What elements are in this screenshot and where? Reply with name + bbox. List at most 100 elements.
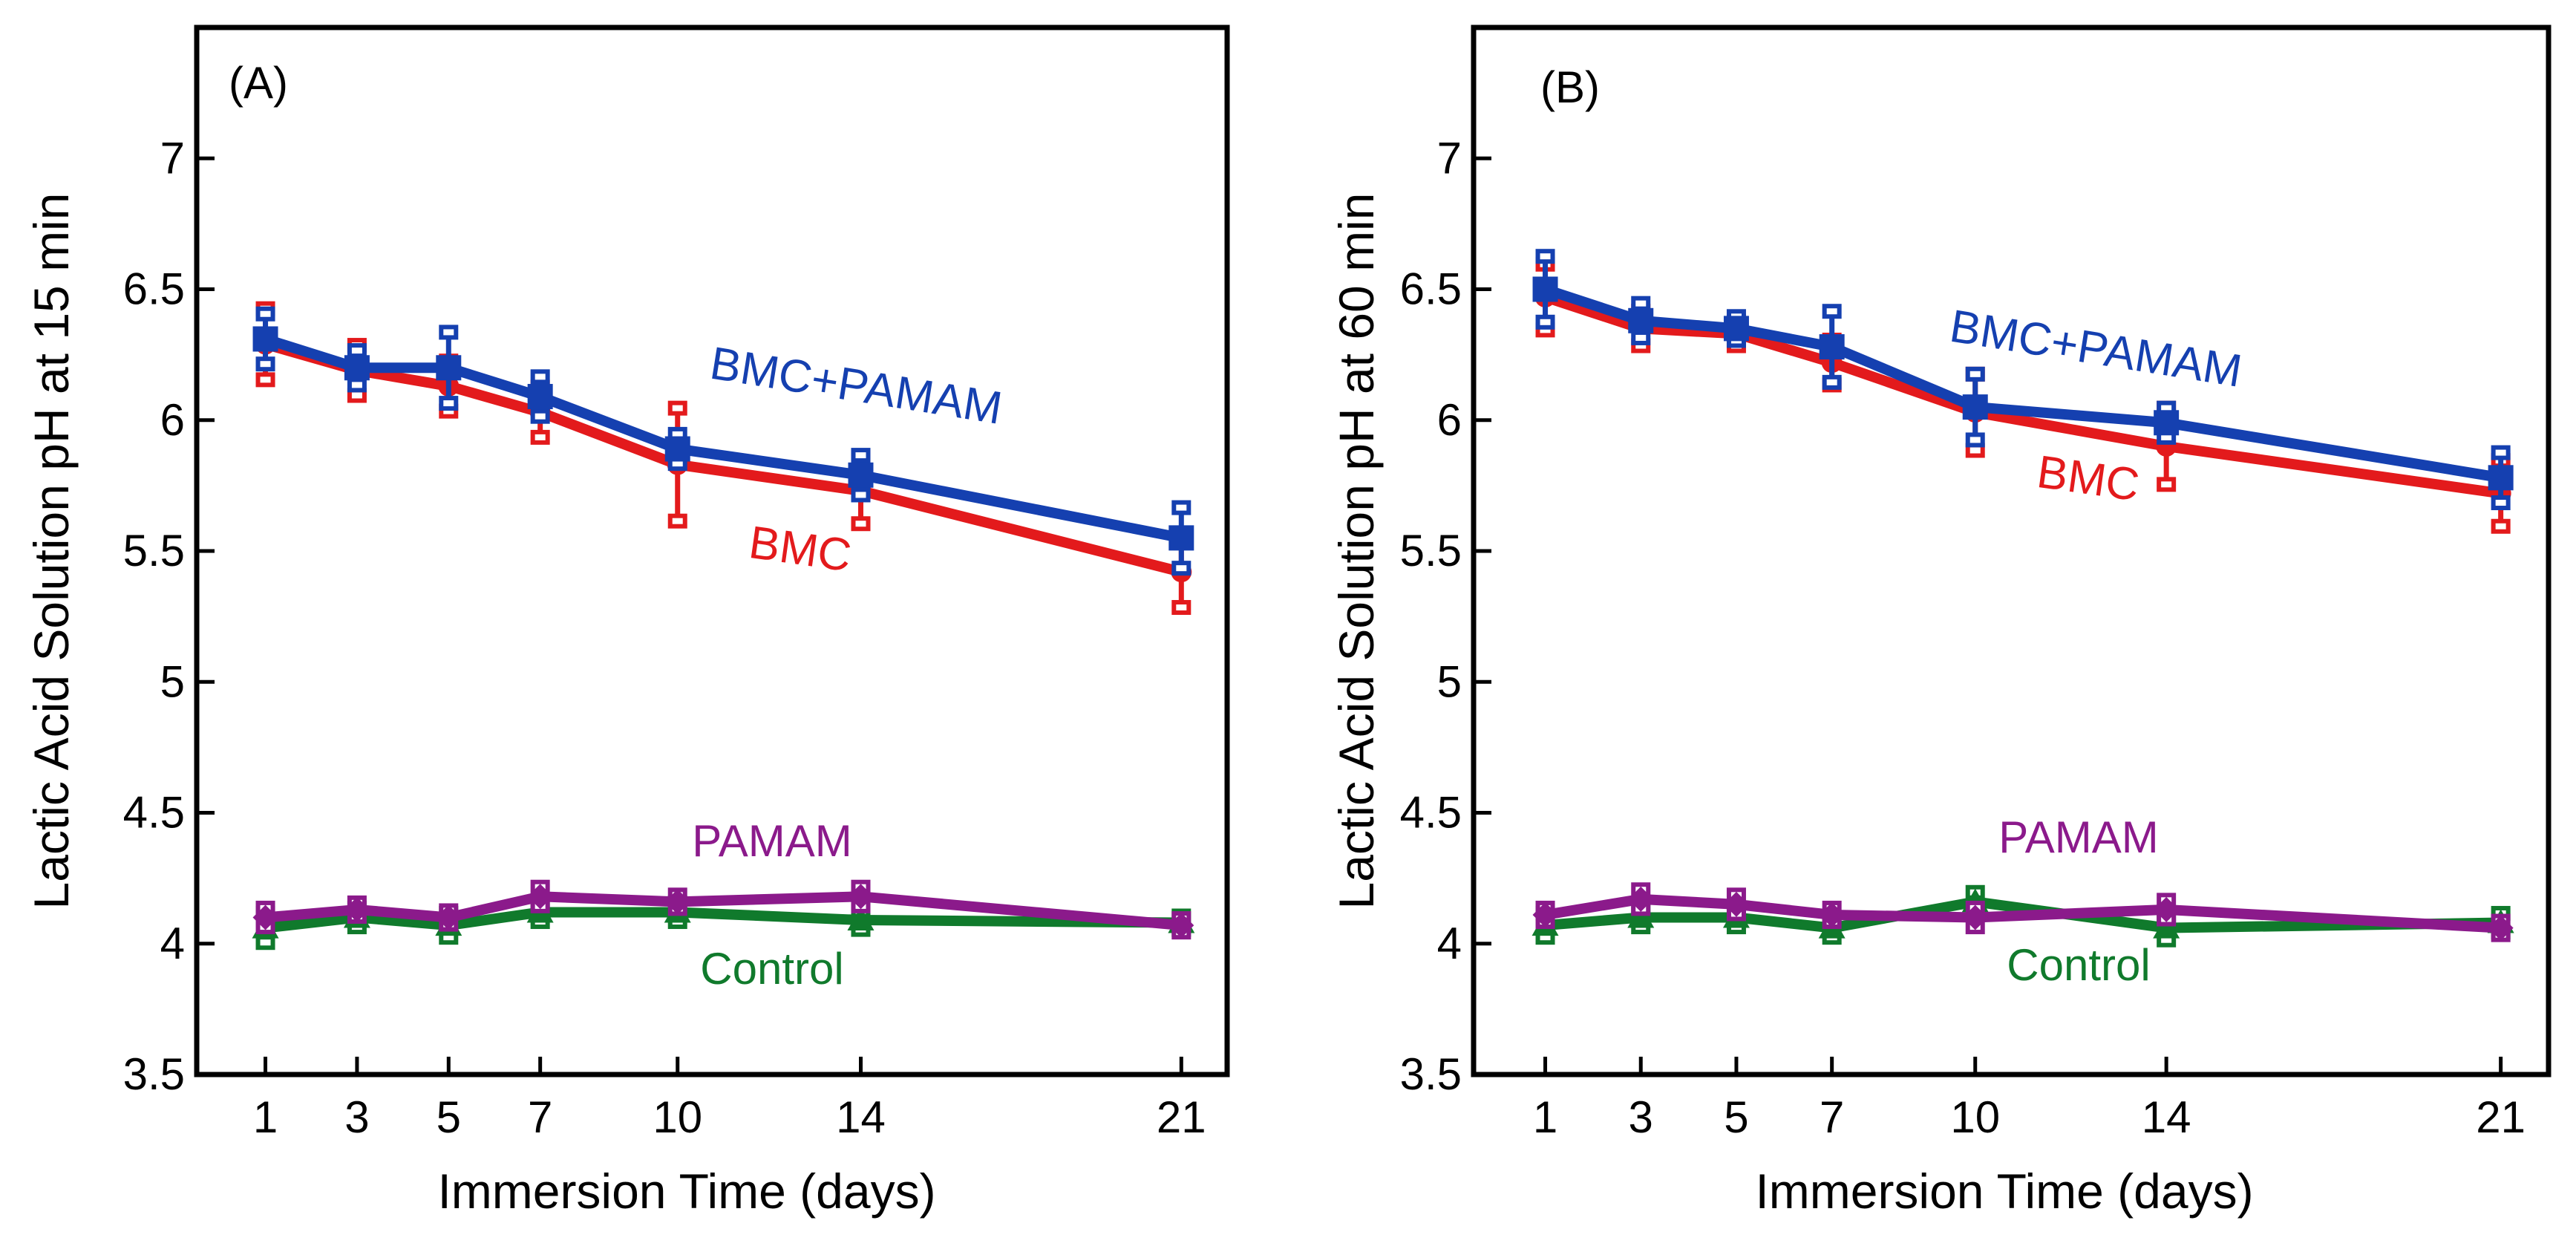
panel-b-bmc-pamam-point-4 [1962, 394, 1988, 420]
panel-a-ytick-label-4: 5.5 [123, 526, 185, 576]
panel-a-ytick-label-1: 4 [160, 919, 185, 968]
panel-b-pamam-point-6 [2488, 915, 2514, 941]
panel-a-bmc-pamam-errcap-top-3 [530, 369, 550, 385]
panel-a-xtick-label-1: 3 [344, 1092, 369, 1142]
panel-a-pamam-point-5 [848, 884, 874, 910]
panel-a-pamam-point-0 [252, 904, 278, 930]
panel-b-bmc-pamam-errcap-bottom-6 [2491, 495, 2511, 511]
panel-a-bmc-pamam-errcap-bottom-0 [255, 356, 275, 372]
panel-b-pamam-point-1 [1628, 886, 1654, 912]
panel-a-bmc-pamam-errcap-top-5 [851, 448, 871, 463]
panel-a-pamam-point-2 [436, 904, 462, 930]
panel-a-control-point-5 [847, 907, 875, 931]
panel-a-pamam-point-1 [344, 896, 370, 922]
panel-a-bmc-pamam-point-1 [344, 355, 370, 381]
panel-a-control-errcap-bottom-0 [255, 935, 275, 951]
panel-a-xtick-label-5: 14 [836, 1092, 886, 1142]
panel-b-bmc-pamam-point-2 [1723, 316, 1749, 342]
panel-a-series-group [252, 301, 1195, 951]
panel-a-pamam-point-6 [1168, 913, 1194, 939]
panel-b-bmc-pamam-errcap-bottom-0 [1535, 314, 1555, 330]
panel-b-ytick-label-4: 5.5 [1400, 526, 1462, 576]
panel-b: (B) Lactic Acid Solution pH at 60 min Im… [1329, 25, 2552, 1219]
panel-a-label: (A) [229, 58, 288, 108]
panel-a-bmc-pamam-point-3 [527, 384, 553, 410]
panel-a-bmc-pamam-point-4 [664, 436, 690, 462]
panel-b-ytick-label-1: 4 [1437, 919, 1462, 968]
panel-b-label: (B) [1540, 62, 1600, 112]
panel-b-pamam-point-0 [1532, 901, 1558, 927]
panel-a-bmc-pamam-errcap-top-1 [347, 343, 367, 359]
panel-b-xlabel: Immersion Time (days) [1755, 1164, 2253, 1219]
panel-a-bmc-pamam-errcap-bottom-1 [347, 377, 367, 393]
panel-b-ytick-label-2: 4.5 [1400, 788, 1462, 838]
panel-b-pamam-point-2 [1723, 891, 1749, 917]
panel-b-pamam-point-3 [1819, 901, 1845, 927]
panel-b-bmc-pamam-errcap-top-0 [1535, 249, 1555, 264]
panel-a-ytick-label-0: 3.5 [123, 1049, 185, 1099]
panel-a: (A) Lactic Acid Solution pH at 15 min Im… [24, 25, 1230, 1219]
panel-b-ytick-label-0: 3.5 [1400, 1049, 1462, 1099]
panel-a-label-control: Control [700, 944, 843, 994]
panel-a-ytick-label-7: 7 [160, 133, 185, 183]
panel-a-bmc-pamam-errcap-top-2 [439, 325, 459, 340]
panel-a-ytick-label-6: 6.5 [123, 264, 185, 314]
panel-a-bmc-errcap-bottom-5 [851, 516, 871, 532]
panel-b-bmc-pamam-errcap-top-3 [1822, 304, 1842, 319]
panel-b-bmc-pamam-point-5 [2154, 410, 2180, 436]
panel-a-bmc-pamam-point-6 [1168, 525, 1194, 551]
panel-b-label-pamam: PAMAM [1998, 812, 2159, 862]
panel-a-ytick-label-5: 6 [160, 395, 185, 445]
panel-b-bmc-pamam-errcap-top-1 [1631, 296, 1651, 311]
panel-b-ytick-label-5: 6 [1437, 395, 1462, 445]
panel-a-bmc-pamam-errcap-bottom-2 [439, 396, 459, 411]
panel-b-pamam-point-5 [2154, 896, 2180, 922]
panel-b-xtick-label-0: 1 [1533, 1092, 1557, 1142]
panel-a-bmc-errcap-bottom-3 [530, 429, 550, 445]
panel-a-label-pamam: PAMAM [692, 816, 852, 866]
panel-b-bmc-pamam-errcap-top-6 [2491, 445, 2511, 460]
panel-a-bmc-pamam-errcap-bottom-5 [851, 487, 871, 503]
panel-b-ytick-label-7: 7 [1437, 133, 1462, 183]
panel-b-label-control: Control [2007, 940, 2150, 990]
panel-b-series-bmc-pamam [1532, 249, 2514, 511]
panel-a-x-axis: 1 3 5 7 10 14 21 [253, 1057, 1206, 1142]
panel-b-control-point-5 [2153, 914, 2180, 939]
panel-a-xtick-label-0: 1 [253, 1092, 278, 1142]
panel-b-bmc-pamam-point-6 [2488, 465, 2514, 491]
panel-b-bmc-pamam-errcap-bottom-1 [1631, 330, 1651, 345]
panel-b-xtick-label-3: 7 [1820, 1092, 1844, 1142]
panel-a-xtick-label-6: 21 [1157, 1092, 1206, 1142]
panel-b-ylabel: Lactic Acid Solution pH at 60 min [1329, 193, 1384, 910]
panel-b-ytick-label-6: 6.5 [1400, 264, 1462, 314]
panel-a-xtick-label-2: 5 [437, 1092, 461, 1142]
panel-a-ytick-label-2: 4.5 [123, 788, 185, 838]
panel-a-xtick-label-4: 10 [653, 1092, 702, 1142]
panel-a-y-axis: 3.5 4 4.5 5 5.5 6 6.5 7 [123, 133, 215, 1099]
panel-b-bmc-pamam-errcap-top-4 [1965, 366, 1985, 382]
panel-a-bmc-pamam-point-5 [848, 462, 874, 488]
panel-a-bmc-pamam-errcap-bottom-6 [1171, 561, 1191, 576]
panel-a-xlabel: Immersion Time (days) [437, 1164, 935, 1219]
panel-a-bmc-pamam-errcap-bottom-3 [530, 408, 550, 424]
panel-a-series-bmc-pamam [252, 306, 1194, 576]
panel-a-bmc-errcap-bottom-0 [255, 372, 275, 388]
panel-a-bmc-pamam-point-2 [436, 355, 462, 381]
panel-b-bmc-pamam-point-0 [1532, 276, 1558, 302]
panel-b-pamam-point-4 [1962, 904, 1988, 930]
panel-b-bmc-pamam-point-3 [1819, 334, 1845, 360]
panel-b-xtick-label-2: 5 [1724, 1092, 1748, 1142]
panel-b-bmc-errcap-bottom-6 [2491, 518, 2511, 534]
panel-a-bmc-pamam-errcap-top-0 [255, 306, 275, 322]
panel-a-ytick-label-3: 5 [160, 656, 185, 706]
panel-b-bmc-pamam-errcap-bottom-4 [1965, 432, 1985, 448]
panel-a-xtick-label-3: 7 [528, 1092, 552, 1142]
panel-b-xtick-label-4: 10 [1950, 1092, 2000, 1142]
panel-b-bmc-pamam-errcap-bottom-3 [1822, 374, 1842, 390]
panel-a-series-pamam [252, 879, 1194, 940]
panel-b-xtick-label-6: 21 [2476, 1092, 2526, 1142]
panel-b-bmc-errcap-bottom-5 [2157, 477, 2177, 492]
panel-b-control-point-1 [1627, 904, 1655, 928]
panel-b-x-axis: 1 3 5 7 10 14 21 [1533, 1057, 2526, 1142]
